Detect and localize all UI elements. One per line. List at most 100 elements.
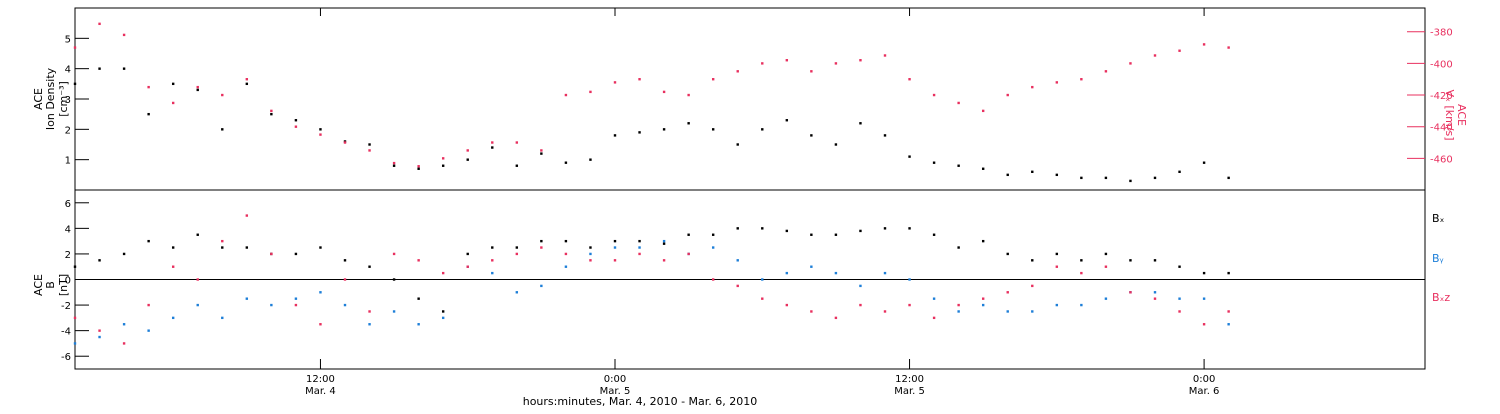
velocity-point — [294, 125, 298, 128]
magnetic-field-panel: 6 4 2 0 -2 -4 -6 — [61, 199, 1425, 363]
velocity-point — [564, 93, 568, 97]
by-point — [785, 271, 789, 275]
by-point — [417, 323, 420, 326]
by-point — [196, 303, 199, 307]
velocity-point — [711, 78, 715, 81]
density-point — [294, 119, 298, 122]
date-tick-label: Mar. 5 — [894, 386, 925, 397]
density-point — [171, 82, 175, 86]
by-point — [638, 246, 641, 249]
density-point — [564, 161, 568, 164]
bz-point — [1178, 310, 1181, 313]
bx-point — [810, 233, 813, 236]
by-point — [491, 271, 494, 275]
bz-point — [957, 303, 960, 307]
by-point — [294, 297, 298, 300]
density-point — [1129, 179, 1132, 183]
bz-point — [98, 329, 101, 332]
density-point — [932, 161, 936, 164]
field-tick-label: -6 — [61, 352, 71, 363]
bz-point — [810, 310, 813, 313]
density-point — [711, 128, 715, 131]
bz-point — [294, 303, 298, 307]
velocity-tick-label: -400 — [1430, 59, 1453, 70]
bz-point — [147, 303, 150, 307]
bz-point — [540, 246, 543, 249]
bx-point — [736, 227, 739, 230]
velocity-tick-label: -460 — [1430, 154, 1453, 165]
date-tick-label: Mar. 6 — [1189, 386, 1220, 397]
by-point — [834, 271, 838, 275]
by-point — [515, 291, 519, 294]
bx-point — [196, 233, 199, 236]
bz-point — [1202, 323, 1206, 326]
velocity-point — [368, 149, 371, 152]
by-point — [1104, 297, 1108, 300]
density-point — [736, 143, 739, 146]
field-tick-label: 6 — [65, 199, 71, 210]
velocity-point — [1153, 54, 1157, 57]
by-point — [1080, 303, 1083, 307]
by-point — [368, 323, 371, 326]
field-label-line-2: B — [44, 281, 57, 289]
bx-point — [883, 227, 887, 230]
field-label-line-1: ACE — [32, 274, 45, 296]
velocity-tick-label: -380 — [1430, 28, 1453, 39]
density-point — [834, 143, 838, 146]
density-point — [441, 164, 445, 167]
bx-point — [1104, 252, 1108, 256]
by-point — [245, 297, 249, 300]
velocity-tick-label: -440 — [1430, 123, 1453, 134]
bx-point — [1178, 265, 1181, 268]
velocity-point — [810, 70, 813, 73]
bx-point — [932, 233, 936, 236]
density-point — [1153, 176, 1157, 180]
bz-point — [1104, 265, 1108, 268]
bz-point — [1153, 297, 1157, 300]
velocity-point — [736, 70, 739, 73]
velocity-point — [1104, 70, 1108, 73]
density-point — [589, 158, 592, 161]
field-axis-label: ACE B [nT] — [32, 274, 70, 296]
bz-point — [662, 259, 666, 262]
density-point — [957, 164, 960, 167]
by-point — [957, 310, 960, 313]
bz-point — [319, 323, 322, 326]
bx-point — [834, 233, 838, 236]
bx-point — [785, 229, 789, 233]
bx-point — [466, 252, 469, 256]
by-point — [908, 278, 911, 281]
bx-point — [245, 246, 249, 249]
velocity-point — [662, 90, 666, 94]
bz-point — [785, 303, 789, 307]
field-label-line-3: [nT] — [57, 274, 70, 296]
bz-point — [589, 259, 592, 262]
by-point — [883, 271, 887, 275]
velocity-point — [245, 78, 249, 81]
bx-point — [1129, 259, 1132, 262]
density-point — [1178, 170, 1181, 173]
bz-point — [1031, 284, 1034, 288]
density-tick-label: 5 — [65, 34, 71, 45]
bx-point — [638, 239, 641, 243]
bz-point — [761, 297, 764, 300]
bx-point — [417, 297, 420, 300]
velocity-point — [270, 109, 273, 113]
by-point — [392, 310, 396, 313]
density-label-line-1: ACE — [32, 88, 45, 110]
bx-point — [540, 239, 543, 243]
bx-point — [687, 233, 690, 236]
density-point — [417, 167, 420, 170]
density-point — [1104, 176, 1108, 180]
density-point — [1227, 176, 1230, 180]
density-point — [270, 112, 273, 116]
density-tick-label: 1 — [65, 156, 71, 167]
bz-point — [417, 259, 420, 262]
bx-point — [368, 265, 371, 268]
by-point — [1006, 310, 1009, 313]
by-point — [589, 252, 592, 256]
density-point — [981, 167, 985, 170]
by-point — [540, 284, 543, 288]
